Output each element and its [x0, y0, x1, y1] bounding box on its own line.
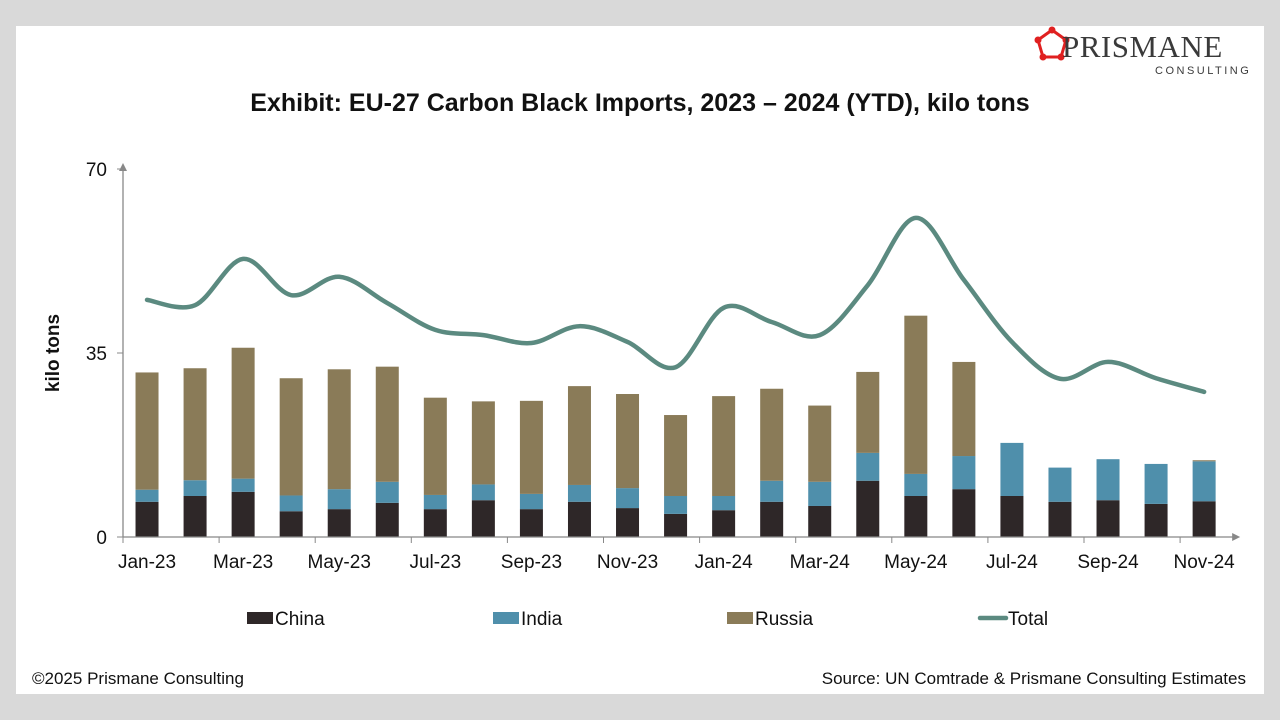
bar-india	[616, 488, 640, 509]
x-tick-label: Mar-23	[213, 552, 273, 573]
bar-india	[471, 484, 495, 501]
bar-china	[808, 505, 832, 537]
x-tick-label: Jul-23	[409, 552, 461, 573]
bar-russia	[760, 388, 784, 481]
bar-china	[183, 495, 207, 537]
bar-china	[567, 501, 591, 537]
x-tick-label: Sep-24	[1077, 552, 1139, 573]
bar-india	[519, 493, 543, 510]
bar-russia	[856, 371, 880, 453]
bar-china	[279, 511, 303, 537]
bar-india	[1144, 463, 1168, 504]
bar-russia	[327, 369, 351, 490]
bar-india	[375, 481, 399, 503]
bar-china	[712, 510, 736, 537]
bar-russia	[279, 378, 303, 496]
x-tick-label: May-24	[884, 552, 948, 573]
y-axis-arrow	[119, 163, 127, 171]
bar-india	[760, 480, 784, 502]
bar-china	[135, 501, 159, 537]
x-tick-label: Sep-23	[501, 552, 562, 573]
bar-china	[375, 502, 399, 537]
y-tick-label: 0	[96, 528, 107, 549]
bar-china	[1192, 501, 1216, 537]
bar-india	[712, 495, 736, 511]
bar-india	[1000, 442, 1024, 496]
bar-russia	[375, 366, 399, 482]
bar-china	[327, 509, 351, 537]
bar-china	[519, 509, 543, 537]
pentagon-ring-logo-icon	[1034, 26, 1070, 61]
bar-china	[616, 508, 640, 537]
bar-india	[567, 484, 591, 502]
bar-china	[1048, 501, 1072, 537]
legend-label-china: China	[275, 609, 325, 630]
x-tick-label: Jan-24	[695, 552, 754, 573]
bar-india	[183, 480, 207, 496]
bar-russia	[519, 400, 543, 494]
legend-swatch-china	[247, 612, 273, 624]
bar-china	[231, 491, 255, 537]
bar-russia	[904, 315, 928, 474]
bar-india	[1192, 461, 1216, 502]
bar-china	[1144, 503, 1168, 537]
bar-india	[231, 478, 255, 492]
bar-china	[471, 500, 495, 537]
bar-russia	[423, 397, 447, 495]
bar-russia	[952, 361, 976, 457]
bar-china	[904, 495, 928, 537]
legend-label-total: Total	[1008, 609, 1048, 630]
y-tick-label: 70	[86, 160, 107, 181]
legend-swatch-russia	[727, 612, 753, 624]
total-line	[144, 215, 1207, 395]
bar-india	[904, 473, 928, 496]
bar-russia	[808, 405, 832, 482]
bar-china	[423, 509, 447, 537]
copyright: ©2025 Prismane Consulting	[32, 669, 244, 688]
x-axis-arrow	[1232, 533, 1241, 541]
chart-panel	[16, 26, 1264, 694]
x-tick-label: Jul-24	[986, 552, 1038, 573]
logo-name: PRISMANE	[1062, 29, 1223, 64]
bar-china	[1000, 495, 1024, 537]
x-tick-label: Mar-24	[790, 552, 851, 573]
bar-china	[760, 501, 784, 537]
bar-russia	[231, 347, 255, 479]
bar-china	[952, 489, 976, 537]
bar-india	[327, 489, 351, 510]
bar-india	[856, 452, 880, 481]
bar-russia	[1192, 460, 1216, 462]
bar-india	[135, 489, 159, 502]
x-tick-label: Nov-23	[597, 552, 658, 573]
bar-russia	[616, 394, 640, 489]
bar-russia	[183, 368, 207, 481]
bar-india	[1048, 467, 1072, 502]
bar-india	[279, 495, 303, 512]
y-tick-label: 35	[86, 344, 107, 365]
bar-russia	[471, 401, 495, 485]
x-tick-label: Jan-23	[118, 552, 176, 573]
bar-russia	[135, 372, 159, 490]
y-axis-label: kilo tons	[43, 314, 64, 392]
bar-china	[856, 480, 880, 537]
x-tick-label: Nov-24	[1174, 552, 1236, 573]
bar-russia	[567, 386, 591, 485]
legend-label-india: India	[521, 609, 563, 630]
bar-india	[808, 481, 832, 506]
bar-russia	[664, 415, 688, 496]
x-tick-label: May-23	[308, 552, 371, 573]
bar-india	[664, 495, 688, 514]
chart-title: Exhibit: EU-27 Carbon Black Imports, 202…	[250, 89, 1030, 117]
source-note: Source: UN Comtrade & Prismane Consultin…	[821, 669, 1246, 688]
bar-russia	[712, 396, 736, 496]
bar-china	[1096, 500, 1120, 537]
legend-label-russia: Russia	[755, 609, 814, 630]
bar-china	[664, 513, 688, 537]
bar-india	[952, 456, 976, 490]
bar-india	[423, 494, 447, 510]
logo-subtitle: CONSULTING	[1155, 65, 1252, 77]
bar-india	[1096, 459, 1120, 501]
legend-swatch-india	[493, 612, 519, 624]
